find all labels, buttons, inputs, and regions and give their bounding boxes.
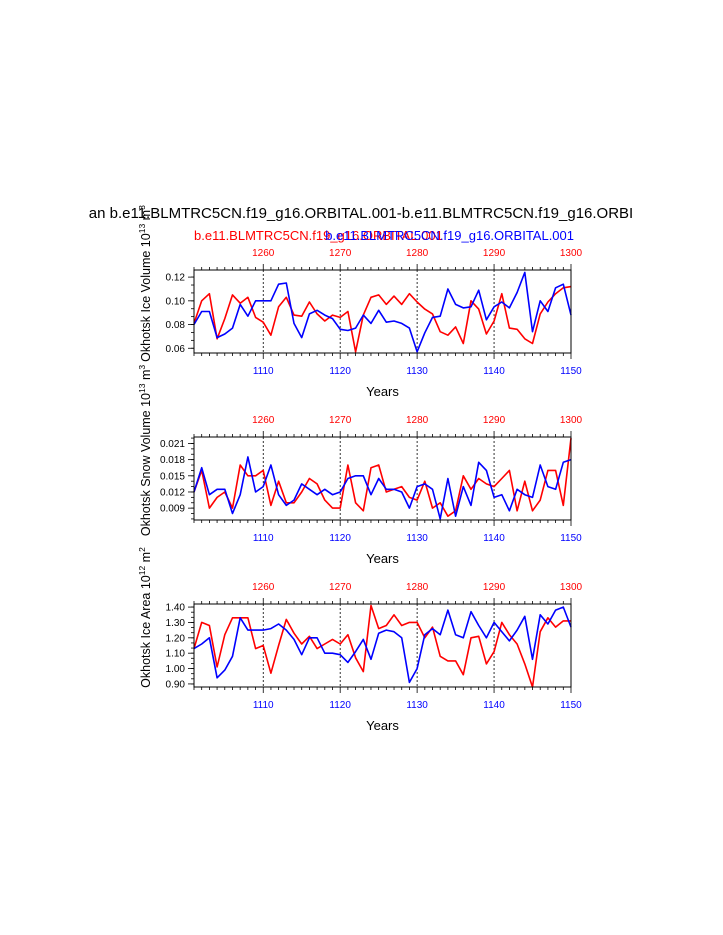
x-tick-label-top: 1300 — [560, 248, 583, 259]
y-tick-label: 0.06 — [166, 344, 186, 355]
y-tick-label: 0.015 — [160, 471, 185, 482]
y-tick-label: 1.20 — [166, 633, 186, 644]
x-tick-label-top: 1280 — [406, 248, 429, 259]
series-line-red — [193, 438, 572, 518]
y-tick-label: 1.00 — [166, 664, 186, 675]
x-tick-label-top: 1290 — [483, 248, 506, 259]
series-line-blue — [193, 456, 572, 520]
x-tick-label-bottom: 1150 — [560, 533, 582, 544]
x-tick-label-top: 1260 — [252, 415, 275, 426]
x-tick-label-top: 1290 — [483, 415, 506, 426]
x-tick-label-bottom: 1150 — [560, 700, 582, 711]
x-tick-label-bottom: 1120 — [329, 533, 351, 544]
x-tick-label-top: 1270 — [329, 582, 352, 593]
panels-container: 1110 1120 1130 1140 1150 1260 1270 1280 1290 1300… — [137, 205, 583, 733]
y-tick-label: 0.021 — [160, 439, 185, 450]
series-line-blue — [193, 271, 572, 353]
chart-panel-1: 1110 1120 1130 1140 1150 1260 1270 1280 1290 1300… — [137, 205, 583, 399]
x-tick-label-bottom: 1130 — [406, 533, 428, 544]
y-tick-label: 0.018 — [160, 455, 185, 466]
x-axis-label: Years — [366, 718, 399, 733]
x-tick-label-top: 1270 — [329, 415, 352, 426]
y-tick-label: 1.40 — [166, 603, 186, 614]
x-tick-label-bottom: 1120 — [329, 366, 351, 377]
x-axis-label: Years — [366, 551, 399, 566]
y-tick-label: 0.009 — [160, 504, 185, 515]
plot-frame — [193, 269, 572, 354]
figure-title: an b.e11.BLMTRC5CN.f19_g16.ORBITAL.001-b… — [89, 205, 633, 222]
x-tick-label-bottom: 1130 — [406, 366, 428, 377]
x-tick-label-bottom: 1140 — [483, 700, 505, 711]
y-tick-label: 1.10 — [166, 649, 186, 660]
y-tick-label: 1.30 — [166, 618, 186, 629]
y-tick-label: 0.90 — [166, 679, 186, 690]
x-tick-label-top: 1300 — [560, 582, 583, 593]
x-tick-label-top: 1280 — [406, 415, 429, 426]
x-tick-label-bottom: 1140 — [483, 533, 505, 544]
series-line-red — [193, 604, 571, 688]
y-tick-label: 0.012 — [160, 487, 185, 498]
series-line-blue — [193, 606, 572, 684]
chart-panel-3: 1110 1120 1130 1140 1150 1260 1270 1280 1290 1300… — [137, 547, 583, 733]
series-line-red — [193, 285, 572, 353]
x-tick-label-top: 1260 — [252, 248, 275, 259]
chart-panel-2: 1110 1120 1130 1140 1150 1260 1270 1280 1290 1300… — [137, 365, 583, 566]
x-tick-label-top: 1280 — [406, 582, 429, 593]
y-tick-label: 0.12 — [166, 273, 186, 284]
x-tick-label-top: 1290 — [483, 582, 506, 593]
x-tick-label-bottom: 1110 — [253, 533, 274, 544]
x-tick-label-bottom: 1130 — [406, 700, 428, 711]
x-tick-label-bottom: 1140 — [483, 366, 505, 377]
x-tick-label-bottom: 1110 — [253, 366, 274, 377]
y-tick-label: 0.08 — [166, 320, 186, 331]
y-axis-label: Okhotsk Ice Volume 1013 m3 — [137, 205, 153, 362]
x-tick-label-top: 1260 — [252, 582, 275, 593]
x-tick-label-bottom: 1150 — [560, 366, 582, 377]
y-axis-label: Okhotsk Snow Volume 1013 m3 — [137, 365, 153, 537]
x-axis-label: Years — [366, 384, 399, 399]
x-tick-label-bottom: 1110 — [253, 700, 274, 711]
figure-subtitle-red: b.e11.BLMTRC5CN.f19_g16.ORBITAL.001 — [194, 228, 443, 243]
x-tick-label-top: 1270 — [329, 248, 352, 259]
x-tick-label-bottom: 1120 — [329, 700, 351, 711]
y-tick-label: 0.10 — [166, 296, 186, 307]
figure-subtitle-blue: b.e11.BLMTRC5CN.f19_g16.ORBITAL.001 — [325, 228, 574, 243]
plot-frame — [193, 603, 572, 688]
x-tick-label-top: 1300 — [560, 415, 583, 426]
y-axis-label: Okhotsk Ice Area 1012 m2 — [137, 547, 153, 688]
plot-frame — [193, 436, 572, 521]
